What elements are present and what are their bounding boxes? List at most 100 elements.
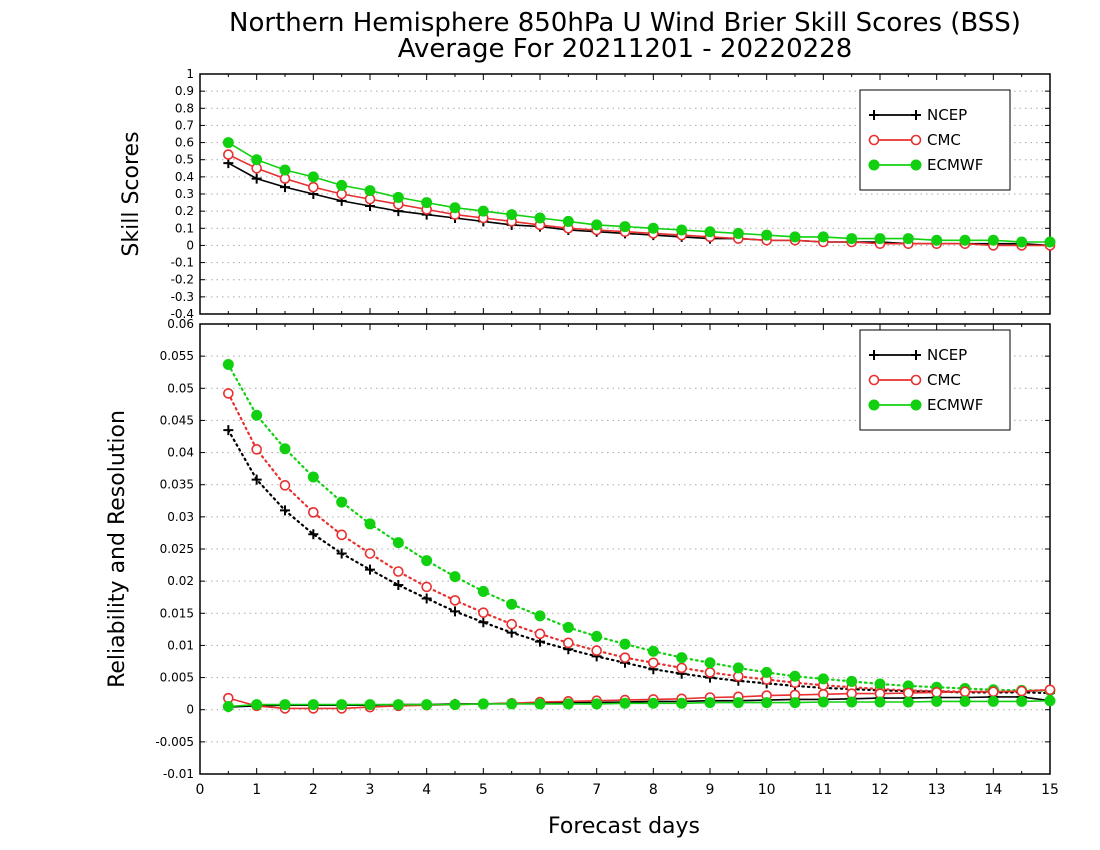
series-line bbox=[227, 429, 1052, 695]
data-point bbox=[364, 699, 376, 711]
series-ecmwf-resolution bbox=[222, 359, 1056, 696]
x-axis-label: Forecast days bbox=[548, 814, 700, 839]
data-point bbox=[279, 164, 291, 176]
data-point bbox=[477, 698, 489, 710]
data-point bbox=[704, 667, 716, 678]
y-axis-label: Skill Scores bbox=[119, 131, 144, 256]
legend-marker bbox=[910, 134, 922, 146]
data-point bbox=[307, 171, 319, 183]
data-point bbox=[365, 564, 375, 575]
data-point bbox=[222, 359, 234, 370]
data-point bbox=[562, 215, 574, 227]
y-tick-label: 0.03 bbox=[167, 510, 194, 524]
legend-marker bbox=[869, 110, 879, 120]
legend-marker bbox=[868, 374, 880, 386]
legend-marker bbox=[911, 110, 921, 120]
data-point bbox=[931, 695, 943, 707]
data-point bbox=[902, 233, 914, 245]
series-line bbox=[227, 363, 1052, 692]
y-tick-label: -0.2 bbox=[171, 273, 194, 287]
data-point bbox=[336, 529, 347, 541]
data-point bbox=[534, 628, 546, 640]
data-point bbox=[1016, 695, 1028, 707]
data-point bbox=[648, 657, 659, 669]
legend-marker bbox=[868, 134, 880, 146]
y-tick-label: 0.4 bbox=[175, 170, 194, 184]
y-tick-label: -0.005 bbox=[155, 735, 194, 749]
data-point bbox=[732, 697, 744, 709]
x-tick-label: 12 bbox=[871, 782, 889, 798]
data-point bbox=[732, 227, 744, 239]
legend-label: ECMWF bbox=[927, 396, 983, 414]
x-tick-label: 15 bbox=[1041, 782, 1059, 798]
data-point bbox=[506, 209, 518, 221]
legend-marker bbox=[868, 399, 880, 411]
data-point bbox=[789, 670, 801, 682]
data-point bbox=[619, 638, 631, 650]
data-point bbox=[392, 191, 404, 203]
data-point bbox=[817, 673, 829, 685]
series-ecmwf bbox=[222, 137, 1056, 248]
data-point bbox=[308, 507, 319, 518]
panel-2: 0.060.0550.050.0450.040.0350.030.0250.02… bbox=[105, 317, 1059, 839]
y-tick-label: 0.04 bbox=[167, 446, 194, 460]
x-tick-label: 3 bbox=[366, 782, 375, 798]
data-point bbox=[506, 618, 517, 630]
data-point bbox=[308, 181, 319, 193]
series-cmc-resolution bbox=[223, 388, 1056, 698]
y-tick-label: 0.6 bbox=[175, 136, 194, 150]
legend-label: NCEP bbox=[927, 346, 967, 364]
x-tick-label: 2 bbox=[309, 782, 318, 798]
data-point bbox=[704, 657, 716, 669]
data-point bbox=[704, 697, 716, 709]
y-tick-label: 0 bbox=[186, 703, 194, 717]
y-tick-label: 0.9 bbox=[175, 84, 194, 98]
data-point bbox=[449, 595, 461, 606]
y-tick-label: 0.01 bbox=[167, 638, 194, 652]
data-point bbox=[959, 234, 971, 246]
data-point bbox=[591, 698, 603, 710]
legend-entry-cmc: CMC bbox=[868, 371, 961, 389]
x-tick-label: 10 bbox=[758, 782, 776, 798]
legend-marker bbox=[910, 374, 922, 386]
y-tick-label: 0.045 bbox=[160, 413, 194, 427]
data-point bbox=[647, 697, 659, 709]
data-point bbox=[846, 233, 858, 245]
y-tick-label: 0.8 bbox=[175, 101, 194, 115]
data-point bbox=[591, 645, 602, 656]
data-point bbox=[562, 698, 574, 710]
plot-frame bbox=[199, 323, 1051, 775]
legend-marker bbox=[910, 159, 922, 171]
y-tick-label: 0.2 bbox=[175, 204, 194, 218]
data-point bbox=[307, 471, 319, 483]
data-point bbox=[1016, 236, 1028, 248]
data-point bbox=[761, 229, 773, 241]
data-point bbox=[732, 662, 744, 674]
data-point bbox=[676, 662, 687, 674]
data-point bbox=[619, 652, 631, 663]
data-point bbox=[789, 697, 801, 709]
data-point bbox=[903, 687, 914, 699]
data-point bbox=[506, 698, 518, 710]
series-cmc-reliability bbox=[223, 684, 1056, 714]
y-tick-label: 0.005 bbox=[160, 671, 194, 685]
y-tick-label: 0.1 bbox=[175, 221, 194, 235]
data-point bbox=[307, 699, 319, 711]
x-tick-label: 5 bbox=[479, 782, 488, 798]
y-tick-label: 0.035 bbox=[160, 478, 194, 492]
panel-1: 1 0.9 0.8 0.7 0.6 0.5 0.4 0.3 0.2 0.1 0 -0.1 -0.2 -0.… bbox=[119, 67, 1056, 321]
data-point bbox=[223, 388, 234, 399]
data-point bbox=[279, 480, 291, 491]
data-point bbox=[987, 234, 999, 246]
legend-entry-ecmwf: ECMWF bbox=[868, 396, 983, 414]
data-point bbox=[846, 675, 858, 687]
data-point bbox=[987, 695, 999, 707]
data-point bbox=[478, 607, 489, 618]
data-point bbox=[874, 678, 886, 690]
y-tick-label: 0.3 bbox=[175, 187, 194, 201]
y-tick-label: 0.055 bbox=[160, 349, 194, 363]
y-tick-label: 0.02 bbox=[167, 574, 194, 588]
y-tick-label: -0.1 bbox=[171, 256, 194, 270]
data-point bbox=[336, 179, 348, 191]
data-point bbox=[421, 197, 433, 209]
